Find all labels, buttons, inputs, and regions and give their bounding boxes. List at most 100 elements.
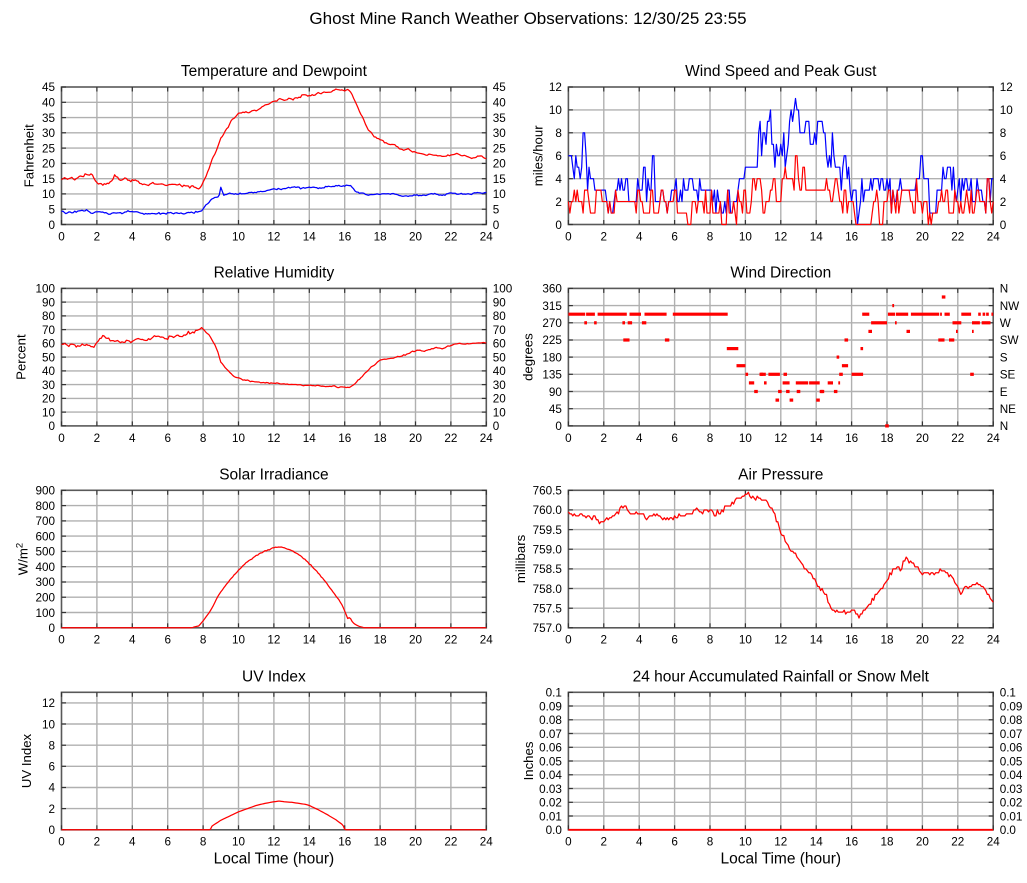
svg-text:miles/hour: miles/hour (531, 125, 546, 186)
svg-text:SW: SW (1000, 334, 1019, 347)
svg-text:14: 14 (810, 836, 824, 849)
svg-text:2: 2 (555, 196, 562, 209)
svg-text:14: 14 (810, 432, 824, 445)
svg-text:0.1: 0.1 (546, 687, 562, 700)
svg-text:0.0: 0.0 (546, 824, 563, 837)
svg-text:2: 2 (601, 634, 608, 647)
svg-text:757.0: 757.0 (533, 622, 563, 635)
svg-text:25: 25 (493, 142, 507, 155)
svg-text:6: 6 (48, 761, 55, 774)
svg-text:6: 6 (671, 230, 678, 243)
svg-text:100: 100 (493, 283, 513, 296)
svg-text:30: 30 (493, 127, 507, 140)
svg-text:6: 6 (671, 432, 678, 445)
svg-text:16: 16 (338, 634, 351, 647)
svg-text:400: 400 (35, 561, 55, 574)
svg-text:8: 8 (707, 432, 714, 445)
svg-text:10: 10 (739, 230, 753, 243)
svg-text:0.07: 0.07 (539, 728, 562, 741)
svg-text:90: 90 (549, 386, 563, 399)
svg-text:12: 12 (774, 634, 787, 647)
svg-text:16: 16 (845, 634, 858, 647)
svg-text:N: N (1000, 420, 1008, 433)
svg-text:8: 8 (707, 634, 714, 647)
svg-text:30: 30 (42, 379, 56, 392)
svg-text:22: 22 (951, 230, 964, 243)
svg-text:0: 0 (48, 219, 55, 232)
svg-text:20: 20 (916, 836, 930, 849)
svg-text:2: 2 (1000, 196, 1007, 209)
svg-text:Local Time (hour): Local Time (hour) (720, 850, 841, 867)
svg-text:0.08: 0.08 (1000, 714, 1023, 727)
svg-text:757.5: 757.5 (533, 602, 563, 615)
svg-text:10: 10 (232, 432, 246, 445)
svg-text:22: 22 (444, 230, 457, 243)
svg-text:12: 12 (267, 634, 280, 647)
svg-text:4: 4 (129, 634, 136, 647)
svg-text:6: 6 (164, 432, 171, 445)
svg-text:8: 8 (555, 127, 562, 140)
svg-text:24: 24 (480, 836, 494, 849)
svg-text:0: 0 (58, 634, 65, 647)
svg-text:20: 20 (42, 158, 56, 171)
svg-text:0.02: 0.02 (539, 797, 562, 810)
svg-text:25: 25 (42, 142, 56, 155)
svg-text:315: 315 (542, 300, 562, 313)
svg-text:10: 10 (739, 836, 753, 849)
svg-text:45: 45 (493, 81, 507, 94)
svg-text:20: 20 (409, 432, 423, 445)
svg-text:18: 18 (374, 836, 387, 849)
svg-text:900: 900 (35, 485, 55, 498)
svg-text:24: 24 (987, 634, 1001, 647)
svg-text:UV Index: UV Index (19, 733, 34, 788)
svg-text:0: 0 (565, 432, 572, 445)
svg-text:8: 8 (1000, 127, 1007, 140)
svg-text:18: 18 (880, 230, 893, 243)
svg-text:90: 90 (493, 296, 507, 309)
svg-text:0.1: 0.1 (1000, 687, 1016, 700)
svg-text:24: 24 (987, 836, 1001, 849)
svg-text:NE: NE (1000, 403, 1016, 416)
svg-text:12: 12 (267, 432, 280, 445)
svg-text:4: 4 (129, 836, 136, 849)
svg-text:0.06: 0.06 (1000, 742, 1023, 755)
svg-text:760.0: 760.0 (533, 504, 563, 517)
svg-text:10: 10 (42, 718, 56, 731)
svg-text:24: 24 (480, 432, 494, 445)
svg-text:30: 30 (493, 379, 507, 392)
svg-text:758.0: 758.0 (533, 583, 563, 596)
svg-text:20: 20 (409, 634, 423, 647)
svg-text:0: 0 (565, 230, 572, 243)
svg-text:0.01: 0.01 (1000, 810, 1023, 823)
svg-text:24 hour Accumulated Rainfall o: 24 hour Accumulated Rainfall or Snow Mel… (633, 668, 930, 685)
svg-text:759.5: 759.5 (533, 524, 563, 537)
svg-text:8: 8 (200, 230, 207, 243)
svg-text:14: 14 (303, 836, 317, 849)
svg-text:0: 0 (493, 219, 500, 232)
svg-text:12: 12 (42, 697, 55, 710)
svg-text:200: 200 (35, 592, 55, 605)
svg-text:10: 10 (739, 432, 753, 445)
svg-text:2: 2 (94, 634, 101, 647)
svg-text:SE: SE (1000, 369, 1016, 382)
svg-text:24: 24 (480, 634, 494, 647)
svg-text:4: 4 (1000, 173, 1007, 186)
svg-text:0.03: 0.03 (539, 783, 562, 796)
svg-text:5: 5 (48, 204, 55, 217)
svg-text:22: 22 (951, 836, 964, 849)
svg-text:4: 4 (636, 432, 643, 445)
svg-text:16: 16 (338, 432, 351, 445)
svg-text:4: 4 (636, 230, 643, 243)
svg-text:40: 40 (493, 365, 507, 378)
svg-text:Temperature and Dewpoint: Temperature and Dewpoint (181, 63, 368, 80)
svg-text:S: S (1000, 351, 1008, 364)
svg-text:60: 60 (42, 338, 56, 351)
svg-text:2: 2 (94, 432, 101, 445)
svg-text:500: 500 (35, 546, 55, 559)
svg-text:0: 0 (1000, 219, 1007, 232)
svg-text:10: 10 (549, 104, 563, 117)
svg-text:20: 20 (916, 432, 930, 445)
svg-text:14: 14 (810, 230, 824, 243)
svg-text:14: 14 (303, 432, 317, 445)
svg-text:20: 20 (409, 230, 423, 243)
